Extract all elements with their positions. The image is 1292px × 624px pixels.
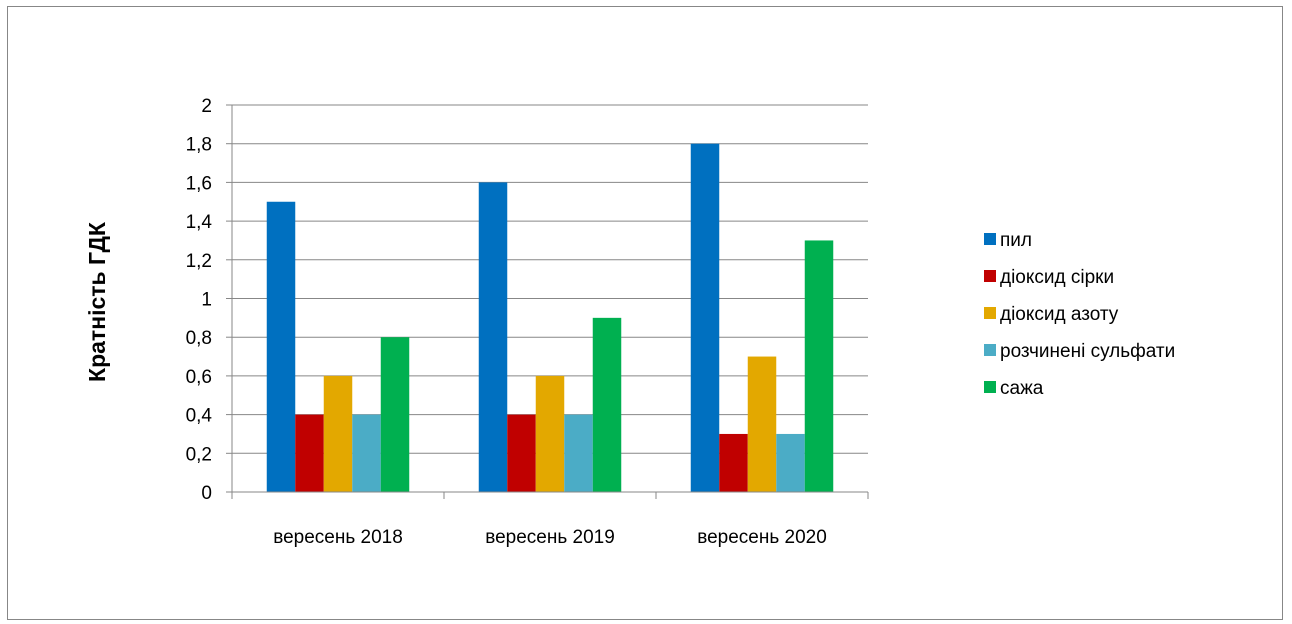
legend-label: сажа [1000, 378, 1044, 399]
legend-label: діоксид сірки [1000, 267, 1114, 288]
x-category-label: вересень 2020 [697, 527, 827, 548]
y-tick-label: 2 [201, 96, 212, 117]
legend-swatch [984, 233, 996, 245]
legend-swatch [984, 307, 996, 319]
x-category-label: вересень 2018 [273, 527, 403, 548]
bar [747, 356, 777, 492]
legend: пил діоксид сірки діоксид азоту розчинені с… [984, 230, 1175, 399]
bar [323, 375, 353, 492]
bar [804, 240, 834, 492]
bar [295, 414, 324, 492]
legend-label: розчинені сульфати [1000, 341, 1175, 362]
legend-label: пил [1000, 230, 1032, 251]
legend-label: діоксид азоту [1000, 304, 1119, 325]
y-tick-label: 0,4 [186, 406, 213, 427]
y-tick-label: 1,8 [186, 135, 212, 156]
bar [535, 375, 565, 492]
y-tick-label: 0 [201, 483, 212, 504]
y-tick-label: 1,4 [186, 212, 213, 233]
bars [266, 143, 834, 492]
legend-swatch [984, 344, 996, 356]
y-tick-label: 1 [201, 290, 212, 311]
legend-swatch [984, 381, 996, 393]
x-category-labels: вересень 2018 вересень 2019 вересень 2020 [273, 527, 827, 548]
x-category-label: вересень 2019 [485, 527, 615, 548]
bar [592, 317, 622, 492]
bar [266, 201, 296, 492]
bar [776, 433, 805, 492]
bar [478, 182, 508, 492]
chart-frame [7, 6, 1283, 620]
y-tick-label: 0,8 [186, 328, 212, 349]
legend-swatch [984, 270, 996, 282]
bar [507, 414, 536, 492]
bar [380, 337, 410, 492]
axes [226, 104, 869, 499]
bar [719, 433, 748, 492]
y-tick-label: 1,6 [186, 173, 212, 194]
y-tick-label: 1,2 [186, 251, 212, 272]
y-tick-labels: 0 0,2 0,4 0,6 0,8 1 1,2 1,4 1,6 1,8 2 [186, 96, 213, 504]
y-tick-label: 0,6 [186, 367, 212, 388]
bar [690, 143, 720, 492]
bar [352, 414, 381, 492]
bar [564, 414, 593, 492]
y-tick-label: 0,2 [186, 444, 212, 465]
y-axis-title: Кратність ГДК [84, 221, 110, 382]
